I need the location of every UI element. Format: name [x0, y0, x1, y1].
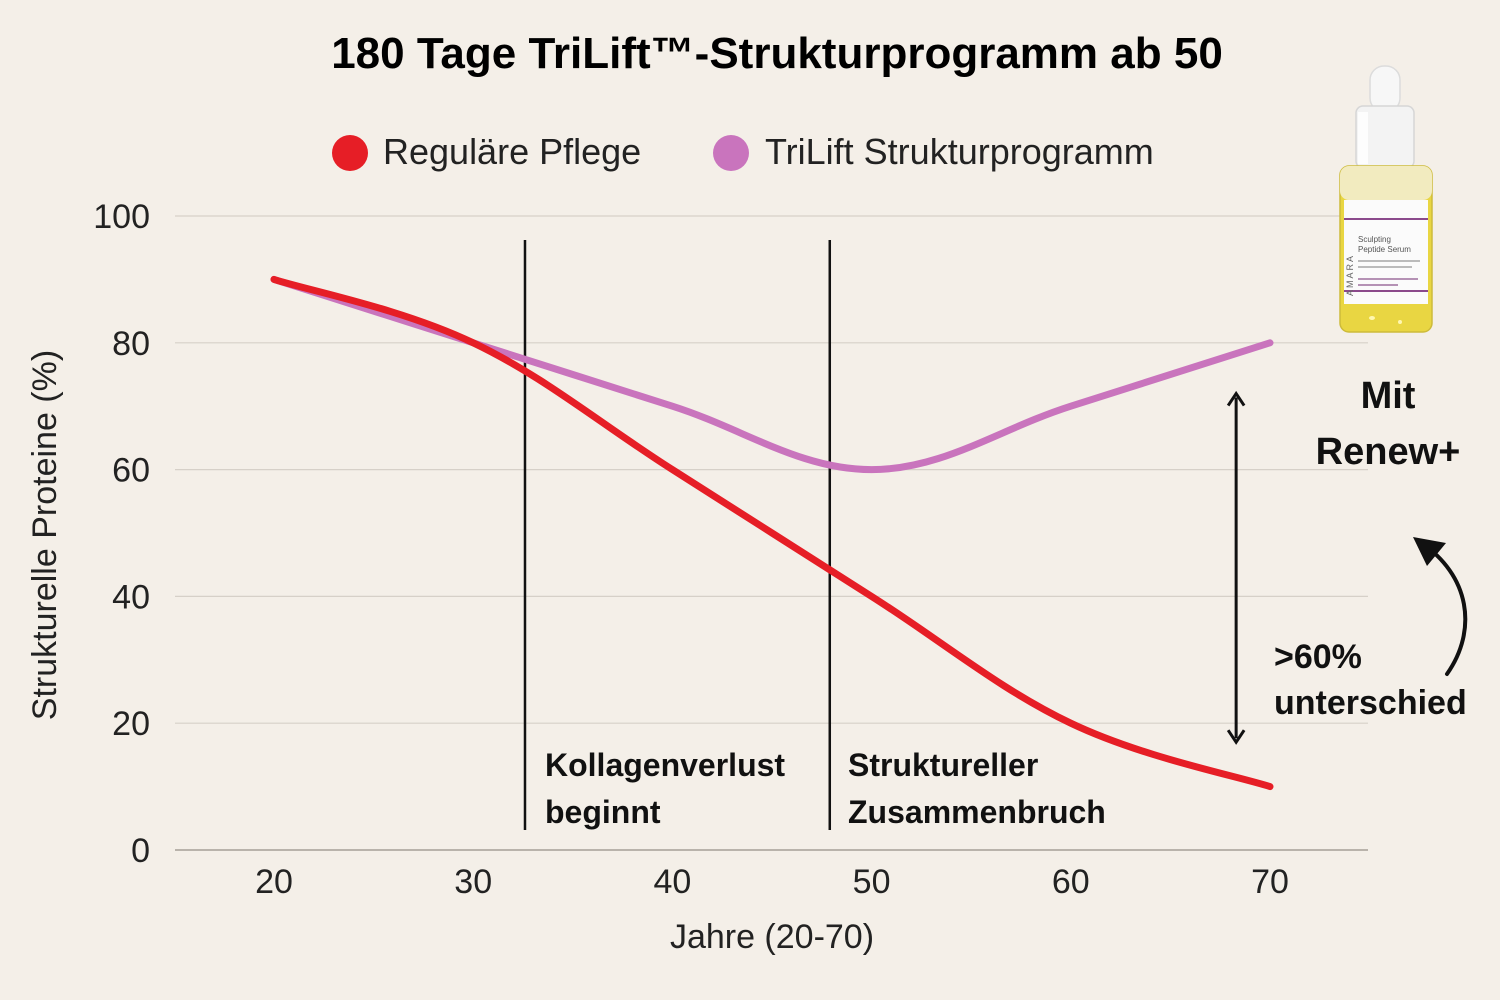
y-tick-0: 0: [131, 832, 150, 870]
phase-label-collagen-loss-line1: Kollagenverlust: [545, 747, 785, 783]
legend-label-trilift: TriLift Strukturprogramm: [765, 131, 1154, 172]
bottle-name-line2: Peptide Serum: [1358, 245, 1411, 254]
y-tick-80: 80: [112, 325, 150, 363]
gridlines: [175, 215, 1368, 851]
x-tick-30: 30: [454, 863, 492, 901]
curved-arrow-icon: [1413, 537, 1468, 676]
arrow-up-icon: [1226, 390, 1246, 407]
difference-label-line1: >60%: [1274, 638, 1362, 676]
bottle-brand: AMARA: [1345, 254, 1355, 296]
y-tick-100: 100: [93, 198, 150, 236]
x-tick-labels: 20 30 40 50 60 70: [255, 863, 1289, 901]
series-line-regular: [270, 275, 1274, 791]
bottle-name-line1: Sculpting: [1358, 235, 1391, 244]
chart-title: 180 Tage TriLift™-Strukturprogramm ab 50: [331, 29, 1223, 78]
y-axis-label: Strukturelle Proteine (%): [26, 350, 64, 720]
x-tick-50: 50: [853, 863, 891, 901]
arrow-down-icon: [1226, 729, 1246, 745]
phase-label-collagen-loss-line2: beginnt: [545, 794, 661, 830]
x-tick-70: 70: [1251, 863, 1289, 901]
renew-callout-line1: Mit: [1361, 375, 1416, 417]
difference-label-line2: unterschied: [1274, 684, 1467, 722]
legend: Reguläre Pflege TriLift Strukturprogramm: [332, 131, 1154, 172]
phase-label-breakdown-line2: Zusammenbruch: [848, 794, 1106, 830]
y-tick-60: 60: [112, 452, 150, 490]
legend-label-regular: Reguläre Pflege: [383, 131, 641, 172]
y-tick-labels: 0 20 40 60 80 100: [93, 198, 150, 870]
legend-marker-trilift: [713, 135, 749, 171]
y-tick-40: 40: [112, 578, 150, 616]
series-lines: [270, 275, 1274, 791]
x-tick-40: 40: [653, 863, 691, 901]
y-tick-20: 20: [112, 705, 150, 743]
x-tick-20: 20: [255, 863, 293, 901]
phase-lines: [523, 240, 832, 830]
x-tick-60: 60: [1052, 863, 1090, 901]
renew-callout-line2: Renew+: [1316, 431, 1461, 473]
legend-marker-regular: [332, 135, 368, 171]
difference-arrow: [1226, 390, 1246, 745]
series-line-trilift: [270, 275, 1274, 474]
serum-bottle-image: AMARA Sculpting Peptide Serum: [1339, 65, 1433, 333]
x-axis-label: Jahre (20-70): [670, 918, 874, 956]
phase-label-breakdown-line1: Struktureller: [848, 747, 1038, 783]
